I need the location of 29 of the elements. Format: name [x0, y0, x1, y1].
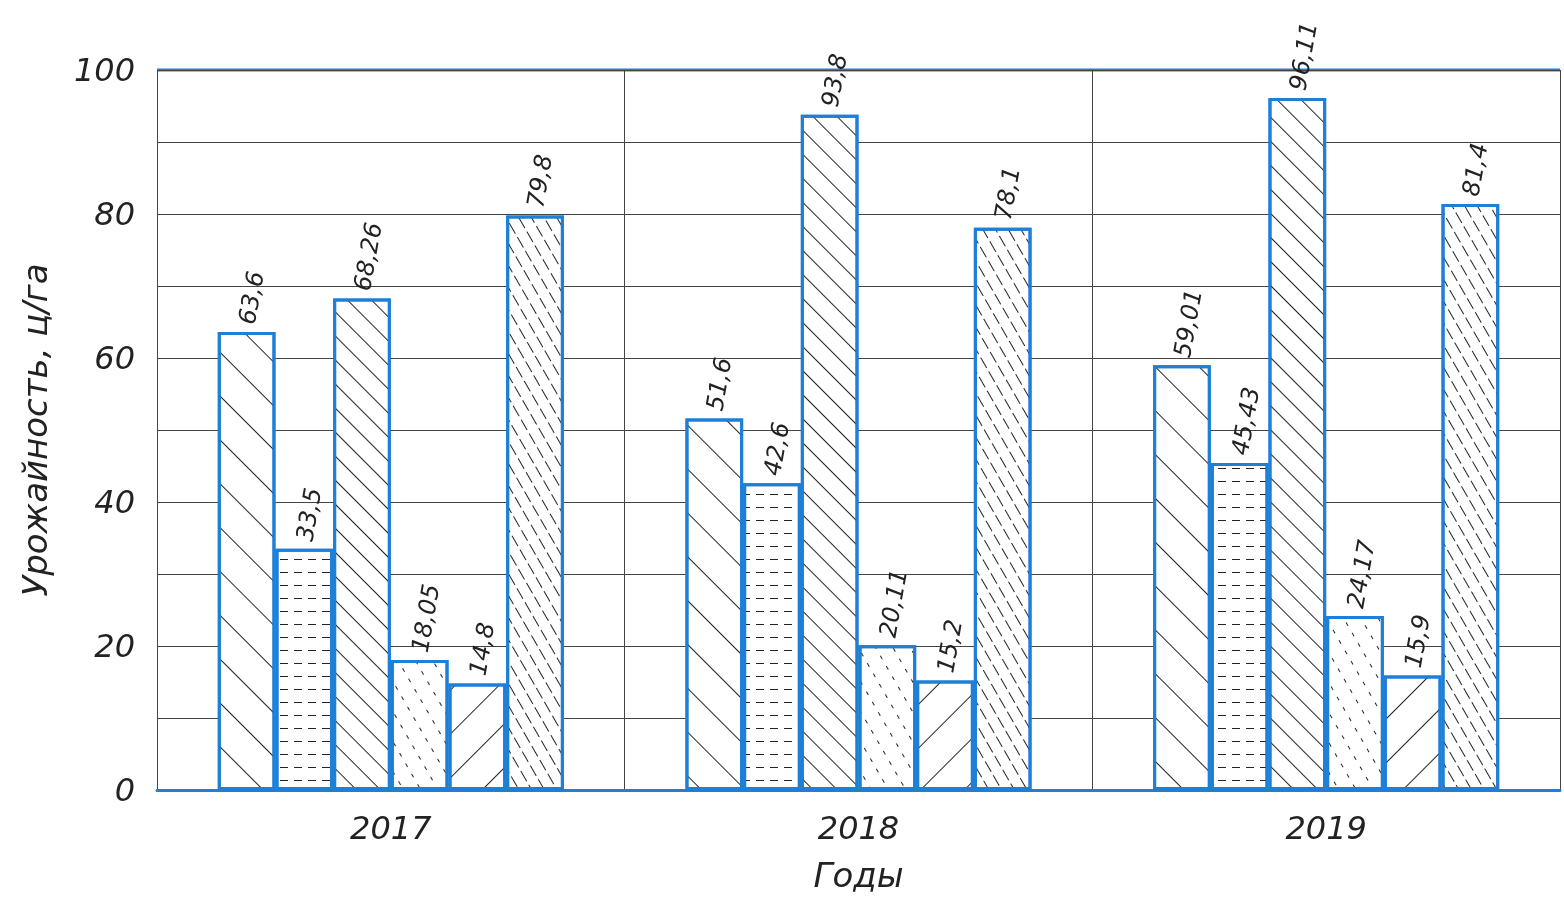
x-axis-title: Годы	[813, 855, 904, 895]
data-label: 15,2	[931, 617, 969, 675]
data-label: 79,8	[521, 152, 559, 210]
x-tick-label: 2019	[1285, 809, 1367, 847]
y-tick-label: 80	[94, 195, 135, 233]
data-label: 63,6	[232, 269, 270, 327]
y-tick-label: 20	[94, 627, 135, 665]
data-label: 68,26	[348, 220, 388, 293]
data-label: 20,11	[873, 567, 914, 640]
data-label: 96,11	[1283, 19, 1324, 93]
y-tick-label: 60	[94, 339, 135, 377]
y-tick-label: 100	[73, 51, 135, 89]
data-label: 24,17	[1341, 537, 1381, 611]
data-label: 18,05	[405, 581, 446, 655]
data-label: 59,01	[1168, 287, 1208, 360]
x-tick-label: 2018	[817, 809, 900, 847]
data-label: 42,6	[758, 420, 796, 478]
data-label: 51,6	[700, 355, 738, 413]
data-label: 14,8	[463, 620, 501, 678]
data-label: 15,9	[1398, 612, 1436, 670]
y-axis-title: Урожайность, ц/га	[15, 263, 55, 597]
x-tick-label: 2017	[350, 809, 433, 847]
data-label: 45,43	[1225, 384, 1266, 458]
data-label: 93,8	[815, 51, 853, 110]
y-tick-label: 40	[94, 483, 135, 521]
data-label: 33,5	[290, 485, 328, 544]
data-label: 81,4	[1456, 140, 1494, 199]
data-label: 78,1	[988, 164, 1026, 223]
y-tick-label: 0	[114, 771, 135, 809]
